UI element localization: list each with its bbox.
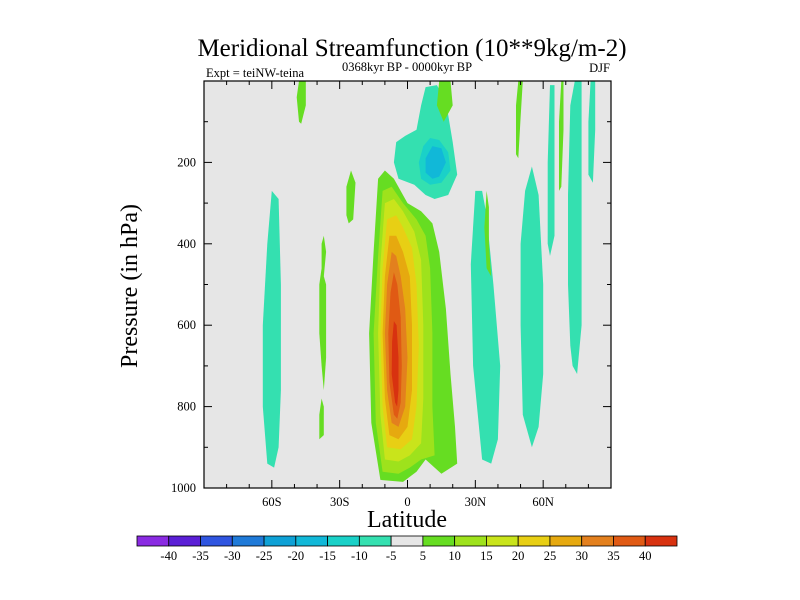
- x-tick-label: 0: [404, 495, 410, 509]
- colorbar-label: -10: [351, 549, 368, 563]
- contour-negative-5-nh2: [520, 166, 544, 448]
- y-tick-label: 800: [177, 400, 196, 414]
- colorbar-label: 20: [512, 549, 525, 563]
- chart-title: Meridional Streamfunction (10**9kg/m-2): [197, 35, 626, 62]
- subtitle-center: 0368kyr BP - 0000kyr BP: [342, 60, 472, 74]
- colorbar-swatch: [549, 535, 583, 547]
- subtitle-right: DJF: [589, 61, 610, 75]
- colorbar: -40 -35 -30 -25 -20 -15 -10 -5 5 10 15 20 25 30 35 40: [136, 535, 678, 563]
- colorbar-swatch: [358, 535, 392, 547]
- y-tick-label: 200: [177, 155, 196, 169]
- colorbar-label: -20: [287, 549, 304, 563]
- colorbar-swatch: [517, 535, 551, 547]
- x-tick-label: 30N: [465, 495, 487, 509]
- colorbar-label: 10: [448, 549, 461, 563]
- colorbar-swatch: [644, 535, 678, 547]
- contour-positive-5-nh4: [516, 81, 523, 159]
- x-tick-label: 30S: [330, 495, 350, 509]
- contour-positive-5-nh7: [436, 81, 453, 122]
- colorbar-swatch: [454, 535, 487, 547]
- colorbar-swatch: [581, 535, 614, 547]
- y-tick-label: 1000: [171, 481, 196, 495]
- contour-regions: [262, 81, 596, 482]
- colorbar-swatch: [613, 535, 646, 547]
- colorbar-label: -5: [386, 549, 396, 563]
- contour-negative-5-strip2: [588, 81, 596, 183]
- contour-positive-5-nh6: [484, 190, 492, 277]
- colorbar-swatch: [422, 535, 456, 547]
- colorbar-label: 15: [480, 549, 493, 563]
- axis-ticks: 60S 30S 0 30N 60N 200 400 600 800 1000: [171, 81, 611, 509]
- colorbar-swatch: [231, 535, 265, 547]
- contour-negative-15-upper: [425, 146, 446, 179]
- colorbar-label: 5: [420, 549, 426, 563]
- colorbar-swatch: [263, 535, 297, 547]
- y-axis-label: Pressure (in hPa): [117, 204, 143, 368]
- subtitle-left: Expt = teiNW-teina: [206, 66, 304, 80]
- x-axis-label: Latitude: [367, 507, 447, 533]
- x-tick-label: 60N: [532, 495, 554, 509]
- contour-negative-5-nh1: [470, 190, 501, 464]
- plot-area: 60S 30S 0 30N 60N 200 400 600 800 1000: [171, 80, 612, 509]
- colorbar-swatch: [390, 535, 424, 547]
- colorbar-swatch: [295, 535, 328, 547]
- colorbar-label: -25: [256, 549, 273, 563]
- colorbar-label: -15: [319, 549, 336, 563]
- colorbar-label: -40: [160, 549, 177, 563]
- colorbar-label: 35: [607, 549, 620, 563]
- colorbar-label: 25: [544, 549, 557, 563]
- contour-positive-40: [391, 321, 399, 407]
- y-tick-label: 600: [177, 318, 196, 332]
- contour-negative-5-strip1: [547, 85, 555, 256]
- colorbar-swatch: [486, 535, 519, 547]
- colorbar-swatch: [136, 535, 170, 547]
- contour-positive-5-nh5: [559, 81, 564, 191]
- contour-positive-5-midsh2: [319, 398, 324, 440]
- colorbar-label: -30: [224, 549, 241, 563]
- colorbar-swatch: [327, 535, 360, 547]
- contour-positive-5-midsh1: [346, 170, 356, 224]
- contour-negative-5-nh3: [568, 81, 582, 374]
- colorbar-swatch: [200, 535, 233, 547]
- y-tick-label: 400: [177, 237, 196, 251]
- x-tick-label: 60S: [262, 495, 282, 509]
- colorbar-swatch: [168, 535, 201, 547]
- colorbar-label: -35: [192, 549, 209, 563]
- contour-positive-5-midsh4: [319, 268, 327, 391]
- colorbar-label: 40: [639, 549, 652, 563]
- colorbar-label: 30: [575, 549, 588, 563]
- contour-positive-5-top: [296, 81, 306, 124]
- contour-negative-5-sh: [262, 190, 281, 468]
- contour-positive-5-midsh3: [321, 235, 327, 277]
